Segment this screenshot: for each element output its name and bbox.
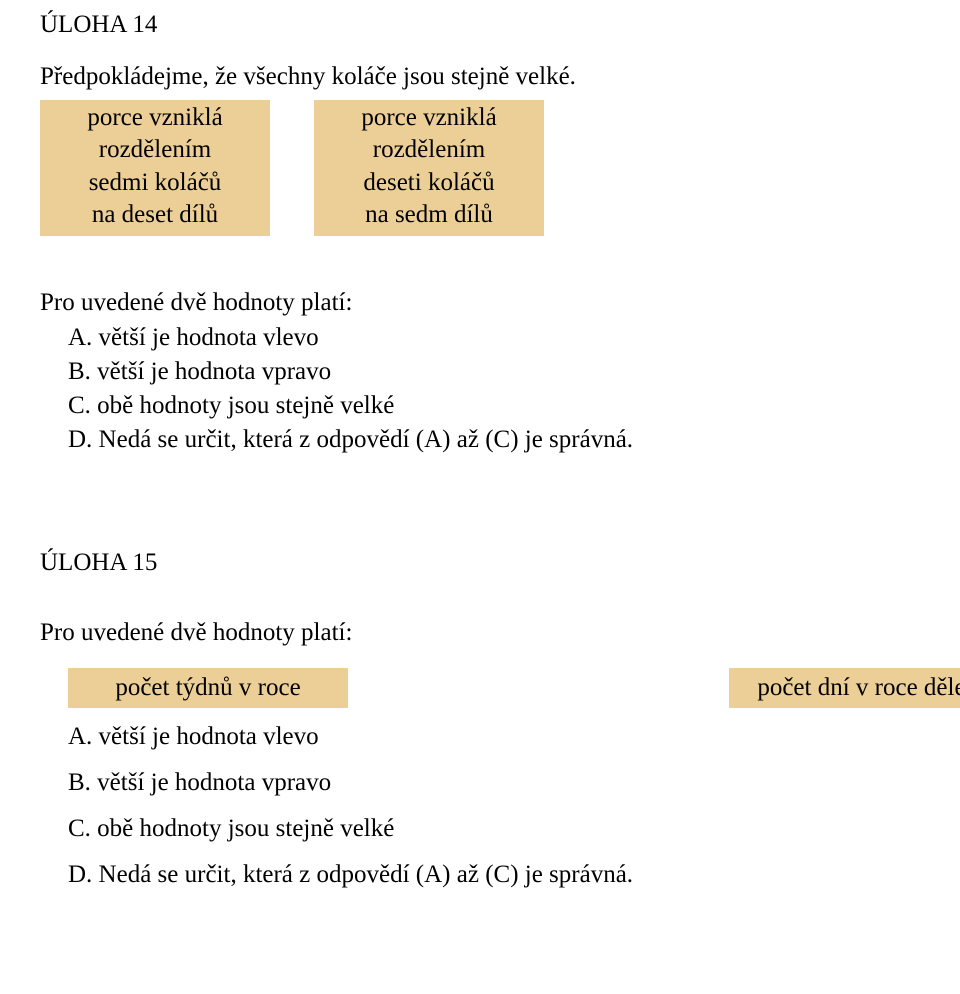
task15-option-d: D. Nedá se určit, která z odpovědí (A) a… xyxy=(68,858,633,892)
task14-option-c: C. obě hodnoty jsou stejně velké xyxy=(68,389,920,423)
task15-heading: ÚLOHA 15 xyxy=(40,546,920,580)
task15-right-value-box: počet dní v roce dělený číslem 9 xyxy=(729,668,960,709)
task15-option-b: B. větší je hodnota vpravo xyxy=(68,766,633,800)
box-line: sedmi koláčů xyxy=(44,167,266,200)
box-line: rozdělením xyxy=(318,134,540,167)
task14-right-value-box: porce vzniklá rozdělením deseti koláčů n… xyxy=(314,100,544,236)
box-line: na sedm dílů xyxy=(318,199,540,232)
box-line: porce vzniklá xyxy=(318,102,540,135)
task15-option-c: C. obě hodnoty jsou stejně velké xyxy=(68,812,633,846)
task14-left-value-box: porce vzniklá rozdělením sedmi koláčů na… xyxy=(40,100,270,236)
task15-option-a: A. větší je hodnota vlevo xyxy=(68,720,633,754)
task14-option-d: D. Nedá se určit, která z odpovědí (A) a… xyxy=(68,423,920,457)
task14-options: A. větší je hodnota vlevo B. větší je ho… xyxy=(68,321,920,456)
task14-intro: Předpokládejme, že všechny koláče jsou s… xyxy=(40,60,920,94)
task14-option-b: B. větší je hodnota vpravo xyxy=(68,355,920,389)
task15-left-value-box: počet týdnů v roce xyxy=(68,668,348,709)
task14-value-boxes: porce vzniklá rozdělením sedmi koláčů na… xyxy=(40,100,920,236)
box-line: deseti koláčů xyxy=(318,167,540,200)
box-line: rozdělením xyxy=(44,134,266,167)
box-line: na deset dílů xyxy=(44,199,266,232)
box-line: porce vzniklá xyxy=(44,102,266,135)
task14-prompt: Pro uvedené dvě hodnoty platí: xyxy=(40,286,920,320)
task14-option-a: A. větší je hodnota vlevo xyxy=(68,321,920,355)
task15-content-row: počet týdnů v roce A. větší je hodnota v… xyxy=(40,668,920,892)
task15-right-column: počet dní v roce dělený číslem 9 xyxy=(729,668,960,709)
task15-options: A. větší je hodnota vlevo B. větší je ho… xyxy=(68,720,633,891)
task14-heading: ÚLOHA 14 xyxy=(40,8,920,42)
task15-prompt: Pro uvedené dvě hodnoty platí: xyxy=(40,616,920,650)
task15-left-column: počet týdnů v roce A. větší je hodnota v… xyxy=(68,668,633,892)
